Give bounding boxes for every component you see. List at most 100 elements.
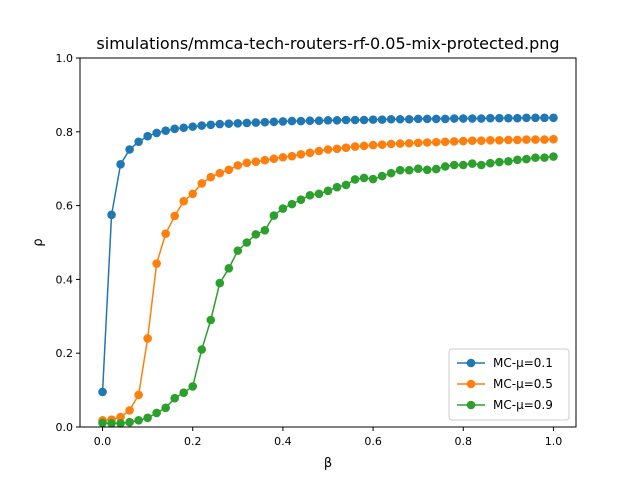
data-point	[188, 382, 198, 391]
data-point	[341, 143, 351, 152]
data-point	[98, 418, 107, 428]
data-point	[404, 138, 414, 148]
series-2	[98, 134, 558, 425]
data-point	[287, 199, 297, 209]
data-point	[152, 408, 161, 418]
data-point	[107, 419, 116, 428]
legend: MC-μ=0.1 MC-μ=0.5 MC-μ=0.9	[448, 348, 570, 421]
data-point	[296, 116, 306, 126]
data-point	[269, 211, 279, 220]
data-point	[152, 259, 161, 268]
data-point	[404, 165, 414, 175]
data-point	[323, 186, 333, 196]
data-point	[522, 135, 531, 144]
x-tick-label: 0.2	[184, 435, 202, 448]
data-point	[197, 121, 207, 130]
data-point	[206, 172, 216, 182]
data-point	[134, 416, 143, 425]
data-point	[314, 189, 324, 199]
data-point	[116, 419, 125, 428]
data-point	[477, 160, 486, 170]
data-point	[125, 417, 134, 427]
data-point	[377, 140, 387, 150]
data-point	[242, 118, 252, 128]
legend-marker	[466, 400, 476, 410]
data-point	[440, 114, 450, 124]
data-point	[305, 148, 315, 158]
data-point	[395, 114, 405, 124]
data-point	[477, 136, 486, 145]
data-point	[504, 135, 513, 145]
data-point	[386, 139, 396, 149]
data-point	[504, 113, 513, 123]
data-point	[98, 387, 107, 397]
data-point	[422, 165, 432, 175]
data-point	[251, 157, 261, 166]
x-tick-label: 0.6	[364, 435, 382, 448]
data-point	[197, 179, 207, 188]
x-tick-label: 0.8	[455, 435, 473, 448]
data-point	[540, 113, 549, 123]
data-point	[486, 158, 495, 168]
data-point	[161, 229, 170, 238]
data-point	[413, 164, 423, 173]
data-point	[314, 146, 324, 156]
data-point	[215, 119, 225, 129]
data-point	[233, 161, 243, 170]
data-point	[233, 119, 243, 128]
data-point	[314, 116, 324, 126]
y-ticks: 0.0 0.2 0.4 0.6 0.8 1.0	[56, 52, 80, 434]
data-point	[467, 136, 477, 145]
data-point	[449, 114, 459, 123]
data-point	[143, 131, 152, 141]
data-point	[233, 246, 243, 255]
data-point	[224, 119, 234, 128]
legend-label: MC-μ=0.5	[493, 377, 553, 391]
x-tick-label: 0.0	[94, 435, 112, 448]
data-point	[368, 174, 378, 184]
data-point	[513, 135, 522, 145]
x-tick-label: 1.0	[545, 435, 563, 448]
data-point	[206, 315, 216, 325]
data-point	[495, 135, 504, 145]
data-point	[296, 195, 306, 204]
data-point	[413, 114, 423, 124]
data-point	[513, 155, 522, 165]
data-point	[161, 126, 170, 135]
data-point	[368, 140, 378, 150]
data-point	[125, 145, 134, 154]
data-point	[323, 145, 333, 154]
data-point	[486, 135, 495, 145]
legend-marker	[466, 379, 476, 389]
data-point	[278, 117, 288, 126]
data-point	[377, 115, 387, 124]
data-point	[260, 117, 270, 127]
data-point	[134, 390, 143, 400]
data-point	[540, 135, 549, 144]
data-point	[170, 124, 179, 134]
data-point	[486, 113, 495, 123]
data-point	[170, 211, 179, 221]
data-point	[549, 113, 558, 123]
data-point	[422, 114, 432, 124]
data-point	[513, 113, 522, 123]
series-3	[98, 152, 558, 428]
data-point	[350, 142, 360, 151]
data-point	[116, 412, 125, 422]
data-point	[341, 180, 351, 190]
data-point	[224, 264, 234, 273]
data-point	[549, 134, 558, 144]
data-point	[251, 118, 261, 127]
data-point	[224, 165, 234, 175]
y-tick-label: 0.0	[56, 421, 74, 434]
data-point	[242, 158, 252, 168]
data-point	[332, 144, 342, 154]
data-point	[377, 171, 387, 181]
data-point	[305, 116, 315, 126]
data-point	[422, 138, 432, 147]
y-tick-label: 1.0	[56, 52, 74, 65]
data-point	[179, 388, 189, 397]
data-point	[341, 115, 351, 125]
data-point	[242, 238, 252, 247]
